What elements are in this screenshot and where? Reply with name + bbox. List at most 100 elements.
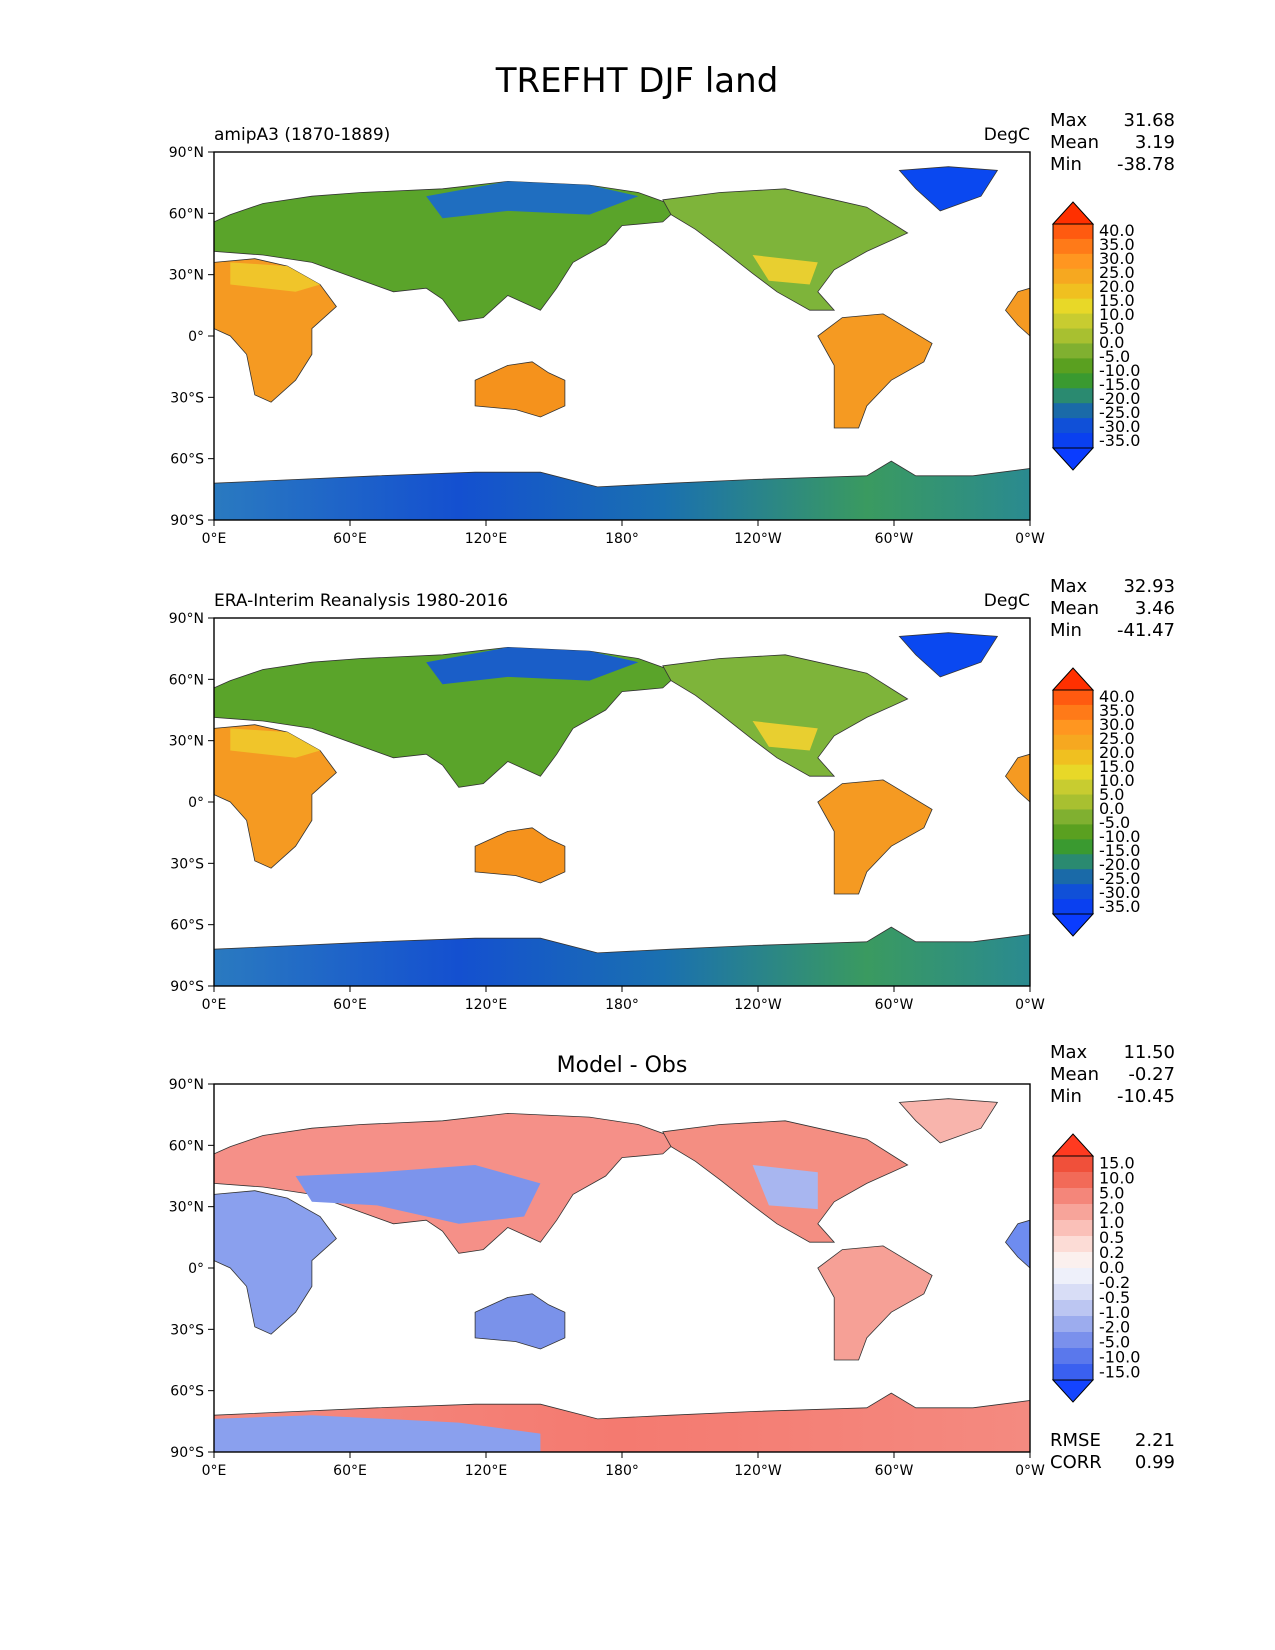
colorbar-tick-label: -10.0 [1099, 827, 1140, 846]
colorbar-segment [1053, 1364, 1093, 1381]
landmass-namerica [662, 654, 909, 777]
colorbar-segment [1053, 1284, 1093, 1301]
stat-label: Min [1050, 620, 1082, 641]
colorbar-tick-label: 35.0 [1099, 235, 1135, 254]
stat-value: 3.46 [1135, 598, 1175, 619]
colorbar-tick-label: -5.0 [1099, 347, 1130, 366]
colorbar-segment [1053, 1156, 1093, 1173]
sahara-warm-band [230, 728, 321, 758]
lon-tick-label: 180° [605, 531, 639, 547]
landmass-africa [213, 724, 337, 869]
map-panel-3: 90°N 60°N 30°N 0° 30°S 60°S 90°S 0°E 60°E 120°E 18… [169, 1042, 1175, 1479]
colorbar-max-extend [1051, 201, 1095, 225]
antarctica-negative-region [214, 1415, 541, 1452]
lon-tick-label: 120°E [465, 531, 508, 547]
lon-tick-label: 0°E [202, 1463, 227, 1479]
lat-tick-label: 60°S [170, 918, 204, 934]
colorbar-tick-label: 5.0 [1099, 785, 1124, 804]
lat-tick-label: 0° [188, 795, 204, 811]
colorbar-segment [1053, 224, 1093, 240]
panels: 90°N 60°N 30°N 0° 30°S 60°S 90°S 0°E 60°E 120°E 18… [169, 110, 1175, 1479]
colorbar-tick-label: 20.0 [1099, 277, 1135, 296]
landmass-australia [474, 1293, 566, 1350]
lat-tick-label: 90°N [169, 145, 204, 161]
colorbar-tick-label: -5.0 [1099, 1333, 1130, 1352]
colorbar-segment [1053, 794, 1093, 810]
landmass-namerica [662, 188, 909, 311]
colorbar-tick-label: -10.0 [1099, 1348, 1140, 1367]
colorbar-tick-label: 0.0 [1099, 333, 1124, 352]
colorbar-segment [1053, 824, 1093, 840]
colorbar-border [1052, 689, 1094, 915]
stat-value: 3.19 [1135, 132, 1175, 153]
colorbar-segment [1053, 809, 1093, 825]
colorbar-tick-label: 30.0 [1099, 715, 1135, 734]
colorbar-min-extend [1051, 1379, 1095, 1403]
asia-negative-region [295, 1165, 541, 1224]
colorbar-tick-label: 10.0 [1099, 305, 1135, 324]
lat-tick-label: 60°S [170, 452, 204, 468]
map-panel-1: 90°N 60°N 30°N 0° 30°S 60°S 90°S 0°E 60°E 120°E 18… [169, 110, 1175, 547]
colorbar-max-extend [1051, 1133, 1095, 1157]
stat-value: 11.50 [1123, 1042, 1175, 1063]
colorbar-segment [1053, 298, 1093, 315]
colorbar-max-extend [1051, 667, 1095, 691]
lon-tick-label: 60°E [333, 1463, 367, 1479]
landmass-australia [474, 361, 566, 418]
colorbar-tick-label: -2.0 [1099, 1318, 1130, 1337]
colorbar-border [1052, 223, 1094, 449]
lat-tick-label: 30°N [169, 734, 204, 750]
colorbar-tick-label: 25.0 [1099, 263, 1135, 282]
colorbar-tick-label: 0.0 [1099, 1258, 1124, 1277]
lat-tick-label: 90°S [170, 513, 204, 529]
landmass-australia [474, 827, 566, 884]
landmass-greenland [898, 166, 999, 212]
stat-value: -10.45 [1117, 1086, 1175, 1107]
colorbar-tick-label: 35.0 [1099, 701, 1135, 720]
lon-tick-label: 180° [605, 997, 639, 1013]
colorbar-segment [1053, 854, 1093, 870]
lon-tick-label: 60°W [875, 997, 914, 1013]
colorbar-tick-label: -25.0 [1099, 403, 1140, 422]
colorbar: 40.035.030.025.020.015.010.05.00.0-5.0-1… [1051, 667, 1140, 937]
colorbar-tick-label: 40.0 [1099, 221, 1135, 240]
stat-label: Max [1050, 1042, 1088, 1063]
lat-tick-label: 30°S [170, 1322, 204, 1338]
colorbar-segment [1053, 253, 1093, 270]
lat-tick-label: 90°S [170, 979, 204, 995]
colorbar-tick-label: 0.2 [1099, 1243, 1124, 1262]
landmass-eurasia [213, 180, 680, 322]
lon-tick-label: 0°W [1015, 997, 1045, 1013]
stat-value: 0.99 [1135, 1452, 1175, 1473]
stat-label: CORR [1050, 1452, 1102, 1473]
siberia-cold-region [426, 647, 639, 685]
stat-label: Max [1050, 576, 1088, 597]
colorbar-tick-label: -0.5 [1099, 1288, 1130, 1307]
lon-tick-label: 120°W [734, 531, 782, 547]
landmass-safrica_east [1005, 287, 1031, 337]
colorbar-segment [1053, 1316, 1093, 1333]
colorbar-tick-label: -20.0 [1099, 389, 1140, 408]
lat-tick-label: 60°N [169, 206, 204, 222]
stat-label: Mean [1050, 132, 1099, 153]
colorbar-segment [1053, 839, 1093, 855]
colorbar-segment [1053, 388, 1093, 404]
stat-value: -41.47 [1117, 620, 1175, 641]
na-south-band [752, 255, 818, 285]
colorbar-tick-label: 20.0 [1099, 743, 1135, 762]
panel-center-label: Model - Obs [557, 1053, 688, 1078]
colorbar-segment [1053, 690, 1093, 706]
lat-tick-label: 60°S [170, 1384, 204, 1400]
colorbar-tick-label: 15.0 [1099, 291, 1135, 310]
lat-tick-label: 90°S [170, 1445, 204, 1461]
lon-tick-label: 0°E [202, 997, 227, 1013]
colorbar-segment [1053, 343, 1093, 359]
colorbar-segment [1053, 734, 1093, 751]
landmass-greenland [898, 632, 999, 678]
colorbar-segment [1053, 1252, 1093, 1269]
stat-value: -38.78 [1117, 154, 1175, 175]
stat-value: 2.21 [1135, 1430, 1175, 1451]
colorbar-segment [1053, 1300, 1093, 1317]
figure-title: TREFHT DJF land [495, 61, 779, 101]
colorbar-tick-label: 10.0 [1099, 1168, 1135, 1187]
